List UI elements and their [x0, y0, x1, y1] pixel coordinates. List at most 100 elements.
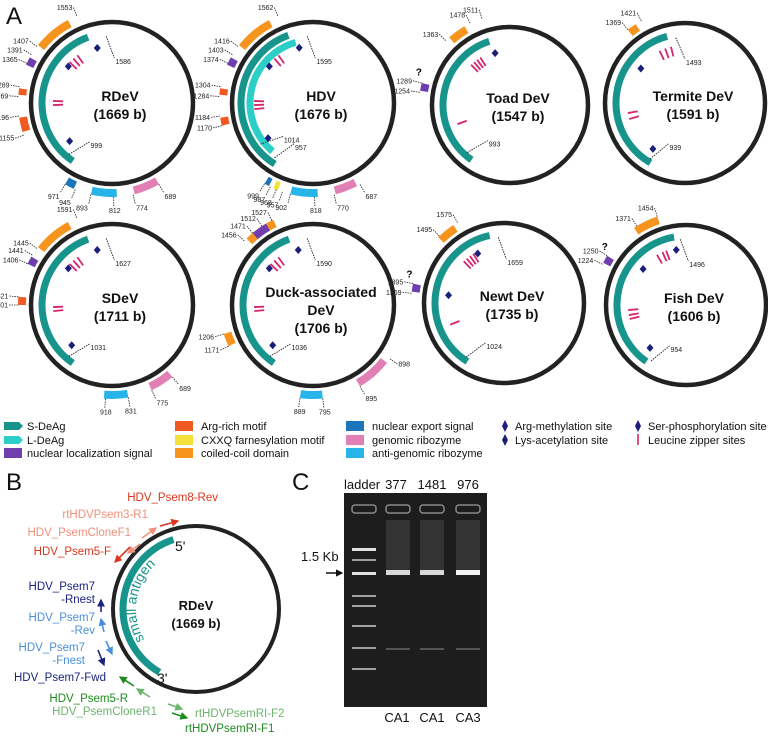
- position-leader: [265, 186, 271, 195]
- genome-length: (1669 b): [94, 106, 147, 122]
- legend-item: Leucine zipper sites: [637, 434, 746, 447]
- position-label: 1289: [396, 78, 412, 85]
- leucine-zipper-mark: [269, 263, 279, 272]
- lys-acetylation-icon: [265, 62, 273, 71]
- position-label: 1395: [388, 279, 404, 286]
- position-label: 1406: [3, 257, 19, 264]
- gel-smear: [420, 520, 444, 570]
- genome-length: (1547 b): [492, 108, 545, 124]
- size-marker-label: 1.5 Kb: [301, 549, 339, 564]
- position-label: 1304: [195, 83, 211, 90]
- leucine-zipper-mark: [628, 308, 639, 311]
- position-label: 831: [125, 408, 137, 415]
- nls-feature: [411, 283, 421, 293]
- three-prime-label: 3': [157, 670, 167, 686]
- ladder-band: [352, 625, 376, 627]
- legend-swatch-icon: [175, 448, 193, 458]
- primer-label: HDV_PsemCloneR1: [52, 706, 157, 718]
- leucine-zipper-mark: [254, 309, 265, 313]
- position-label: 1478: [450, 13, 466, 20]
- position-label: 1024: [486, 344, 502, 351]
- ladder-band: [352, 605, 376, 607]
- genome-circle: [421, 220, 587, 386]
- position-leader: [260, 136, 284, 145]
- leucine-zipper-mark: [53, 309, 64, 313]
- ser-phosphorylation-icon: [68, 341, 76, 350]
- position-leader: [172, 376, 179, 385]
- legend-label: genomic ribozyme: [372, 435, 461, 447]
- leucine-zipper-mark: [470, 64, 479, 73]
- nls-feature: [26, 57, 37, 69]
- position-leader: [237, 234, 245, 242]
- position-leader: [105, 238, 115, 261]
- primer-arrow: [98, 617, 107, 633]
- position-label: 1184: [195, 115, 210, 122]
- position-leader: [272, 189, 277, 198]
- lane-label-bottom: CA1: [384, 710, 409, 725]
- position-label: 1496: [689, 262, 705, 269]
- position-label: 918: [100, 410, 112, 417]
- legend-item: Arg-rich motif: [175, 421, 267, 433]
- genome-map: 1421 1369 1493 939 Termite DeV (1591 b): [602, 10, 768, 186]
- primer-label: HDV_Psem8-Rev: [127, 492, 218, 504]
- legend-label: Arg-methylation site: [515, 421, 612, 433]
- position-leader: [9, 295, 19, 298]
- legend-label: Lys-acetylation site: [515, 435, 608, 447]
- ladder-band: [352, 647, 376, 649]
- lane-label-top: ladder: [344, 477, 381, 492]
- genome-name: Termite DeV: [653, 88, 734, 104]
- gel-well: [455, 504, 481, 514]
- leucine-zipper-mark: [476, 59, 484, 69]
- position-leader: [322, 398, 325, 408]
- position-label: 1363: [423, 32, 439, 39]
- position-label: 889: [294, 409, 306, 416]
- leucine-zipper-mark: [449, 320, 460, 326]
- arg-methylation-icon: [672, 245, 680, 254]
- star-icon: [502, 420, 508, 432]
- gel-band: [420, 648, 444, 650]
- position-leader: [73, 209, 78, 218]
- position-leader: [410, 90, 420, 93]
- position-leader: [259, 183, 265, 192]
- position-leader: [9, 115, 19, 118]
- antigenomic-feature: [90, 186, 117, 197]
- ladder-band: [352, 668, 376, 670]
- panel-label-b: B: [6, 469, 22, 496]
- legend-arrow-icon: [4, 436, 23, 444]
- ser-phosphorylation-icon: [264, 134, 272, 143]
- s-deag-arc: [613, 233, 675, 365]
- antigenomic-feature: [290, 186, 318, 197]
- position-label: 1627: [115, 261, 131, 268]
- position-leader: [631, 218, 638, 227]
- position-label: 1659: [507, 260, 523, 267]
- position-label: 1391: [7, 47, 23, 54]
- position-leader: [654, 207, 658, 217]
- coiled-feature: [633, 216, 660, 235]
- primer-label: HDV_PsemCloneF1: [27, 527, 131, 539]
- position-label: 954: [671, 347, 683, 354]
- lys-acetylation-icon: [491, 49, 499, 58]
- leucine-zipper-mark: [628, 312, 639, 316]
- position-label: 1527: [251, 210, 267, 217]
- s-deag-arc: [38, 33, 90, 164]
- gel-band: [456, 648, 480, 650]
- leucine-zipper-mark: [670, 46, 675, 57]
- arg-methylation-icon: [295, 43, 303, 52]
- leucine-zipper-mark: [472, 253, 480, 263]
- position-label: 812: [109, 208, 121, 215]
- position-label: 1512: [240, 216, 256, 223]
- legend-label: S-DeAg: [27, 421, 66, 433]
- ser-phosphorylation-icon: [649, 144, 657, 153]
- position-leader: [88, 194, 92, 204]
- genome-length: (1711 b): [94, 308, 146, 324]
- gel-well: [419, 504, 445, 514]
- leucine-zipper-mark: [661, 251, 668, 262]
- genome-circle: [429, 24, 591, 186]
- s-deag-arc: [439, 37, 491, 163]
- position-label: 1371: [615, 216, 631, 223]
- legend-item: CXXQ farnesylation motif: [175, 435, 325, 447]
- position-leader: [18, 59, 27, 64]
- arg-methylation-icon: [93, 43, 101, 52]
- position-label: 689: [179, 386, 191, 393]
